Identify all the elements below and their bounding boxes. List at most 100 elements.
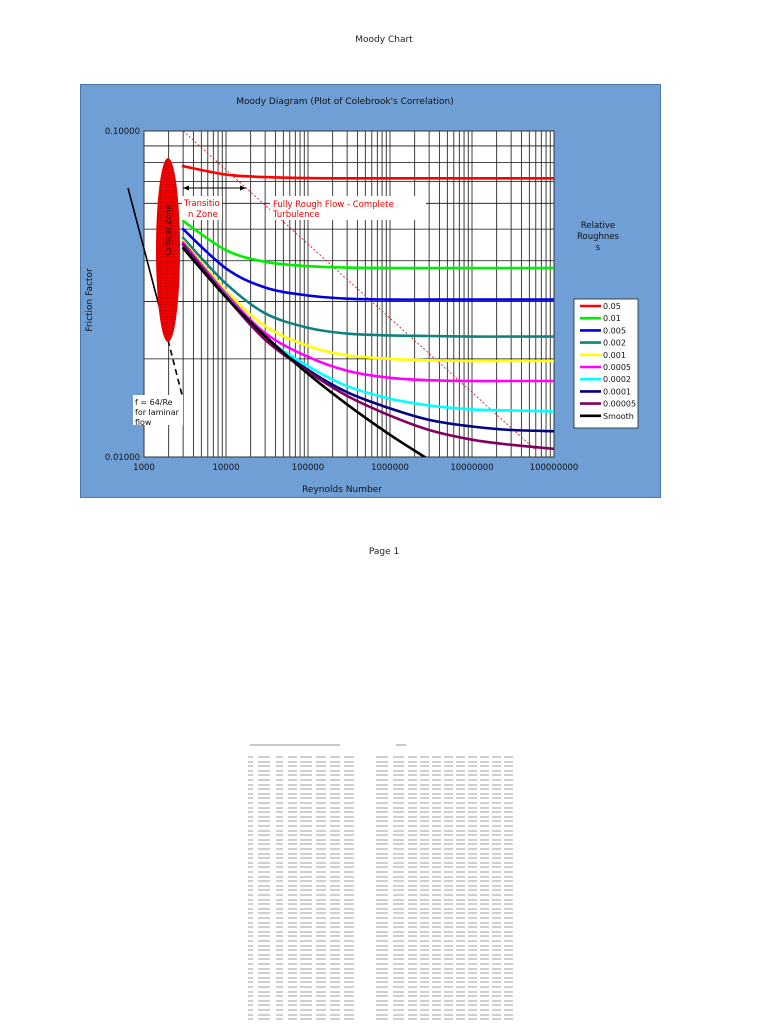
- curve-0.005: [181, 227, 554, 301]
- chart-title: Moody Diagram (Plot of Colebrook's Corre…: [236, 97, 454, 107]
- table-row: [248, 843, 520, 846]
- y-tick-label: 0.01000: [105, 453, 140, 463]
- table-row: [248, 921, 520, 924]
- svg-text:10000: 10000: [212, 463, 239, 473]
- table-row: [248, 972, 520, 975]
- x-tick-labels: 1000 10000 100000 1000000 10000000 100000000: [133, 463, 578, 473]
- legend: 0.05 0.01 0.005 0.002 0.001 0.0005 0.0002 0.000…: [580, 302, 636, 421]
- page-title: Moody Chart: [355, 35, 413, 45]
- y-axis-label: Friction Factor: [85, 268, 95, 332]
- table-row: [248, 903, 520, 906]
- table-row: [248, 802, 520, 804]
- table-row: [248, 907, 520, 910]
- table-row: [248, 769, 520, 772]
- table-row: [248, 880, 520, 883]
- x-axis-label: Reynolds Number: [302, 485, 382, 495]
- table-row: [248, 815, 520, 818]
- table-row: [248, 820, 520, 823]
- table-row: [248, 889, 520, 892]
- table-row: [248, 944, 520, 947]
- table-row: [248, 779, 520, 781]
- plot-area: [144, 131, 554, 457]
- critical-zone-ellipse: [156, 158, 180, 342]
- legend-label: 0.001: [603, 351, 626, 360]
- data-table-thumbnail: [248, 742, 520, 1024]
- svg-text:10000000: 10000000: [450, 463, 493, 473]
- table-row: [248, 1013, 520, 1016]
- table-row: [248, 783, 520, 786]
- table-row: [248, 894, 520, 896]
- legend-title: Relative: [581, 221, 615, 231]
- curve-0.001: [181, 239, 554, 363]
- table-row: [248, 811, 520, 814]
- moody-chart-plot: 0.10000 0.01000 1000 10000 100000 1000000 10…: [85, 127, 639, 495]
- table-row: [248, 866, 520, 869]
- table-row: [248, 958, 520, 961]
- table-row: [248, 926, 520, 929]
- table-row: [248, 806, 520, 809]
- table-row: [248, 848, 520, 850]
- table-row: [248, 875, 520, 878]
- y-tick-label: 0.10000: [105, 127, 140, 137]
- curve-0.0005: [181, 241, 554, 383]
- legend-label: Smooth: [603, 412, 634, 421]
- table-row: [248, 774, 520, 777]
- arrow-left-icon: [183, 185, 189, 191]
- table-row: [248, 995, 520, 998]
- legend-box: [573, 298, 639, 429]
- table-row: [248, 999, 520, 1002]
- table-row: [248, 1018, 520, 1021]
- table-row: [248, 912, 520, 915]
- table-row: [248, 940, 520, 942]
- transition-zone-label-bg: [182, 196, 222, 220]
- fully-rough-label: Fully Rough Flow - Complete: [273, 200, 394, 210]
- table-row: [248, 884, 520, 887]
- fully-rough-boundary-line: [182, 131, 537, 451]
- table-row: [248, 765, 520, 768]
- legend-label: 0.0001: [603, 387, 631, 396]
- laminar-label: flow: [135, 418, 152, 427]
- table-row: [248, 1009, 520, 1011]
- table-row: [248, 967, 520, 970]
- svg-text:1000000: 1000000: [371, 463, 409, 473]
- legend-label: 0.0005: [603, 363, 631, 372]
- table-row: [248, 871, 520, 873]
- curve-0.002: [181, 236, 554, 338]
- table-row: [248, 857, 520, 860]
- table-row: [248, 949, 520, 952]
- legend-title: s: [596, 243, 601, 253]
- laminar-label: for laminar: [135, 408, 180, 417]
- table-row: [248, 788, 520, 791]
- svg-text:1000: 1000: [133, 463, 155, 473]
- table-row: [248, 861, 520, 864]
- table-row: [248, 792, 520, 795]
- table-row: [248, 825, 520, 827]
- table-row: [248, 756, 520, 758]
- svg-text:100000: 100000: [292, 463, 324, 473]
- legend-label: 0.005: [603, 326, 626, 335]
- table-row: [248, 760, 520, 763]
- table-row: [248, 990, 520, 993]
- table-row: [248, 898, 520, 901]
- transition-zone-label: Transitio: [183, 199, 220, 209]
- table-row: [248, 953, 520, 956]
- table-row: [248, 935, 520, 938]
- table-row: [248, 917, 520, 919]
- table-row: [248, 834, 520, 837]
- table-row: [248, 981, 520, 984]
- legend-label: 0.01: [603, 314, 621, 323]
- svg-text:100000000: 100000000: [530, 463, 579, 473]
- fully-rough-label: Turbulence: [272, 210, 319, 220]
- legend-label: 0.00005: [603, 400, 636, 409]
- table-row: [248, 986, 520, 988]
- laminar-label-bg: [133, 395, 183, 425]
- legend-label: 0.0002: [603, 375, 631, 384]
- friction-curves: [181, 164, 554, 457]
- table-row: [248, 797, 520, 800]
- curve-0.01: [181, 219, 554, 270]
- table-row: [248, 852, 520, 855]
- fully-rough-label-bg: [270, 196, 426, 220]
- curve-0.05: [181, 164, 554, 180]
- curve-Smooth: [181, 246, 428, 457]
- table-row: [248, 963, 520, 965]
